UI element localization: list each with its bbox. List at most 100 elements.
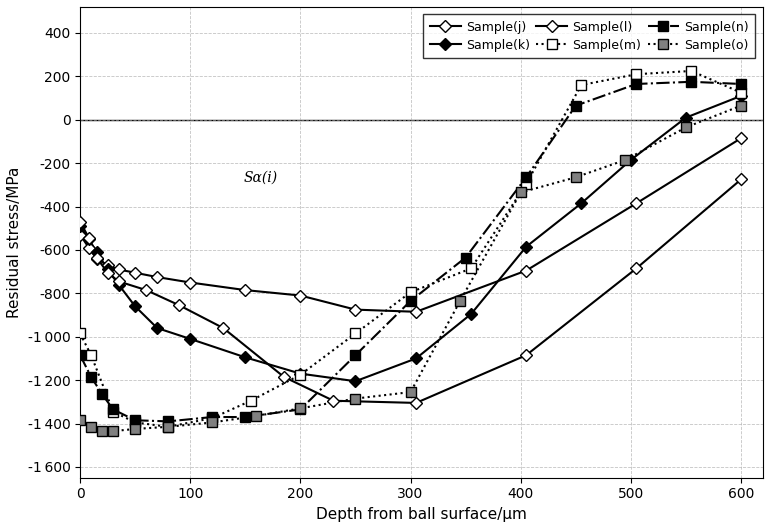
Sample(o) (131, 426, 140, 432)
Sample(n) (98, 391, 107, 397)
Sample(j) (114, 266, 123, 272)
Sample(j) (736, 135, 745, 141)
Sample(o) (456, 298, 465, 304)
Sample(n) (351, 352, 360, 358)
Sample(m) (208, 415, 217, 421)
Sample(m) (296, 371, 305, 378)
Sample(o) (516, 189, 525, 196)
Sample(l) (280, 373, 289, 380)
Line: Sample(o): Sample(o) (75, 101, 746, 436)
Sample(n) (109, 406, 118, 413)
Sample(n) (86, 373, 95, 380)
Sample(o) (571, 174, 581, 180)
Sample(j) (92, 256, 101, 262)
Sample(l) (631, 265, 641, 271)
Line: Sample(j): Sample(j) (76, 134, 745, 316)
Sample(j) (521, 267, 531, 273)
Sample(n) (241, 414, 250, 420)
Sample(n) (296, 406, 305, 413)
Sample(l) (92, 254, 101, 261)
Sample(k) (467, 311, 476, 317)
Sample(m) (86, 352, 95, 358)
Sample(l) (175, 302, 184, 308)
Sample(n) (521, 174, 531, 180)
Sample(n) (75, 352, 85, 358)
Sample(j) (103, 262, 112, 268)
Sample(j) (152, 274, 162, 280)
Sample(m) (736, 89, 745, 96)
Sample(j) (75, 232, 85, 238)
Sample(j) (241, 287, 250, 293)
Sample(n) (461, 254, 470, 261)
Sample(m) (351, 330, 360, 336)
Sample(k) (131, 303, 140, 309)
Sample(l) (411, 400, 420, 406)
Sample(j) (186, 279, 195, 286)
Sample(m) (631, 71, 641, 77)
Sample(n) (163, 418, 172, 425)
Sample(o) (163, 424, 172, 430)
Sample(m) (577, 82, 586, 88)
Sample(n) (571, 103, 581, 109)
Sample(n) (736, 81, 745, 87)
Sample(o) (252, 413, 261, 419)
Sample(k) (103, 266, 112, 272)
Sample(l) (75, 218, 85, 225)
Sample(o) (681, 124, 691, 131)
Line: Sample(n): Sample(n) (75, 77, 746, 426)
Sample(k) (577, 200, 586, 206)
Sample(m) (467, 265, 476, 271)
Sample(n) (406, 298, 415, 304)
Sample(o) (736, 103, 745, 109)
Sample(j) (631, 200, 641, 206)
Sample(o) (86, 424, 95, 430)
Sample(m) (109, 408, 118, 415)
Sample(k) (241, 354, 250, 361)
X-axis label: Depth from ball surface/μm: Depth from ball surface/μm (316, 507, 527, 522)
Sample(o) (98, 428, 107, 434)
Sample(j) (351, 306, 360, 313)
Sample(l) (142, 287, 151, 293)
Sample(n) (631, 81, 641, 87)
Sample(k) (296, 370, 305, 377)
Sample(l) (521, 352, 531, 358)
Sample(m) (521, 180, 531, 187)
Sample(l) (114, 278, 123, 285)
Sample(j) (131, 270, 140, 276)
Sample(m) (406, 289, 415, 295)
Sample(o) (351, 395, 360, 402)
Sample(m) (163, 424, 172, 430)
Sample(k) (681, 114, 691, 121)
Legend: Sample(j), Sample(k), Sample(l), Sample(m), Sample(n), Sample(o): Sample(j), Sample(k), Sample(l), Sample(… (424, 14, 755, 58)
Sample(m) (75, 330, 85, 336)
Sample(l) (329, 398, 338, 404)
Sample(k) (521, 243, 531, 250)
Sample(j) (84, 244, 93, 251)
Sample(m) (687, 68, 696, 74)
Line: Sample(l): Sample(l) (76, 175, 745, 407)
Sample(o) (406, 389, 415, 395)
Sample(o) (621, 157, 630, 163)
Sample(n) (131, 417, 140, 423)
Sample(o) (75, 417, 85, 423)
Sample(m) (131, 419, 140, 426)
Sample(l) (736, 176, 745, 183)
Sample(n) (208, 414, 217, 420)
Sample(k) (736, 93, 745, 99)
Sample(o) (109, 428, 118, 434)
Sample(l) (84, 235, 93, 241)
Sample(o) (208, 419, 217, 426)
Sample(k) (152, 325, 162, 331)
Text: Sα(i): Sα(i) (243, 170, 277, 184)
Sample(k) (75, 223, 85, 229)
Sample(m) (246, 398, 256, 404)
Sample(k) (626, 157, 635, 163)
Line: Sample(k): Sample(k) (76, 92, 745, 386)
Line: Sample(m): Sample(m) (75, 66, 746, 432)
Sample(l) (219, 325, 228, 331)
Sample(k) (114, 281, 123, 288)
Sample(j) (411, 308, 420, 315)
Sample(o) (296, 405, 305, 412)
Sample(k) (411, 355, 420, 362)
Sample(n) (687, 79, 696, 85)
